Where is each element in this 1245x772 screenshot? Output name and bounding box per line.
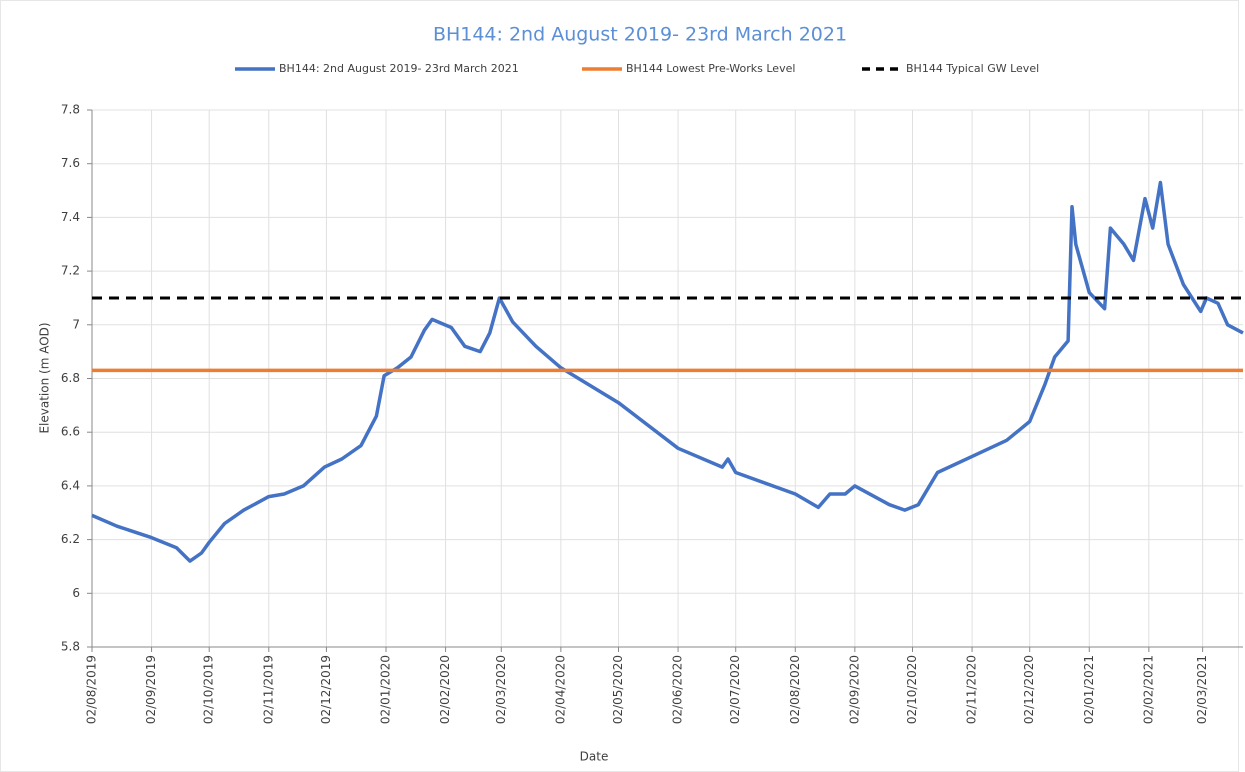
- x-axis-label: Date: [580, 750, 609, 764]
- y-tick-label: 7.2: [61, 264, 80, 278]
- y-tick-label: 5.8: [61, 640, 80, 654]
- x-tick-label: 02/04/2020: [553, 655, 567, 724]
- x-tick-label: 02/06/2020: [671, 655, 685, 724]
- x-tick-label: 02/12/2019: [319, 655, 333, 724]
- y-axis-label: Elevation (m AOD): [38, 322, 52, 433]
- x-tick-label: 02/02/2021: [1141, 655, 1155, 724]
- x-tick-label: 02/05/2020: [611, 655, 625, 724]
- y-tick-label: 7.4: [61, 210, 80, 224]
- x-tick-label: 02/11/2019: [261, 655, 275, 724]
- y-tick-label: 6.4: [61, 478, 80, 492]
- x-tick-label: 02/10/2020: [905, 655, 919, 724]
- x-tick-label: 02/12/2020: [1022, 655, 1036, 724]
- x-tick-label: 02/07/2020: [728, 655, 742, 724]
- legend-label: BH144: 2nd August 2019- 23rd March 2021: [279, 62, 519, 75]
- x-tick-label: 02/09/2019: [144, 655, 158, 724]
- x-tick-label: 02/10/2019: [202, 655, 216, 724]
- x-tick-label: 02/09/2020: [847, 655, 861, 724]
- series-line: [91, 180, 1244, 563]
- x-tick-label: 02/08/2020: [788, 655, 802, 724]
- legend-label: BH144 Lowest Pre-Works Level: [626, 62, 795, 75]
- y-tick-label: 6: [72, 586, 80, 600]
- x-tick-label: 02/11/2020: [965, 655, 979, 724]
- y-tick-label: 6.8: [61, 371, 80, 385]
- x-tick-label: 02/01/2021: [1082, 655, 1096, 724]
- y-tick-label: 7.6: [61, 156, 80, 170]
- x-tick-label: 02/08/2019: [85, 655, 99, 724]
- x-tick-label: 02/01/2020: [378, 655, 392, 724]
- y-tick-label: 7: [72, 317, 80, 331]
- x-tick-label: 02/02/2020: [438, 655, 452, 724]
- legend-label: BH144 Typical GW Level: [906, 62, 1039, 75]
- x-tick-label: 02/03/2021: [1195, 655, 1209, 724]
- y-tick-label: 6.6: [61, 425, 80, 439]
- y-tick-label: 6.2: [61, 532, 80, 546]
- x-tick-label: 02/03/2020: [494, 655, 508, 724]
- chart-title: BH144: 2nd August 2019- 23rd March 2021: [433, 24, 847, 46]
- y-tick-label: 7.8: [61, 103, 80, 117]
